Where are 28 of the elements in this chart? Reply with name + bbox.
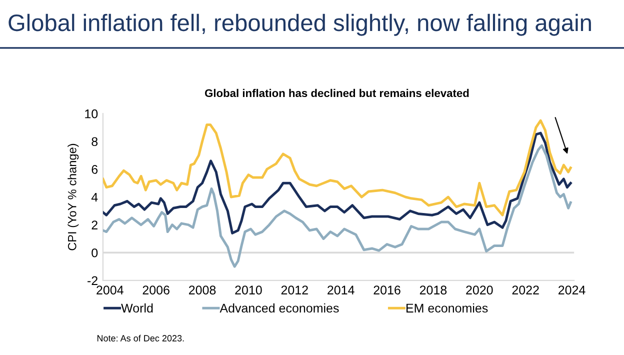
x-tick-label: 2016	[374, 286, 400, 294]
line-series	[102, 132, 572, 234]
x-tick-label: 2022	[512, 286, 539, 294]
legend-label: Advanced economies	[220, 303, 339, 313]
y-tick-label: 0	[92, 248, 98, 258]
x-tick-label: 2010	[235, 286, 262, 294]
chart-subtitle: Global inflation has declined but remains elevated	[204, 88, 469, 98]
x-tick-label: 2014	[328, 286, 354, 294]
x-tick-label: 2018	[420, 286, 447, 294]
legend-label: EM economies	[406, 303, 488, 313]
chart-title: Global inflation fell, rebounded slightly, now falling again	[8, 14, 591, 36]
x-tick-label: 2020	[466, 286, 493, 294]
line-series	[102, 119, 572, 216]
legend-label: World	[121, 303, 153, 313]
x-tick-label: 2004	[96, 286, 124, 294]
y-tick-label: 4	[91, 192, 98, 202]
line-series	[102, 144, 572, 268]
y-tick-label: 10	[85, 109, 98, 118]
y-axis-title: CPI (YoY % change)	[68, 144, 79, 250]
x-tick-label: 2024	[558, 286, 586, 294]
x-tick-label: 2006	[142, 286, 170, 294]
x-tick-label: 2008	[188, 286, 216, 294]
y-tick-label: -2	[88, 276, 98, 285]
y-tick-label: 2	[92, 220, 98, 230]
x-tick-label: 2012	[281, 286, 308, 294]
y-tick-label: 8	[92, 137, 98, 146]
y-tick-label: 6	[92, 165, 98, 174]
text: Note: As of Dec 2023.	[97, 334, 184, 342]
